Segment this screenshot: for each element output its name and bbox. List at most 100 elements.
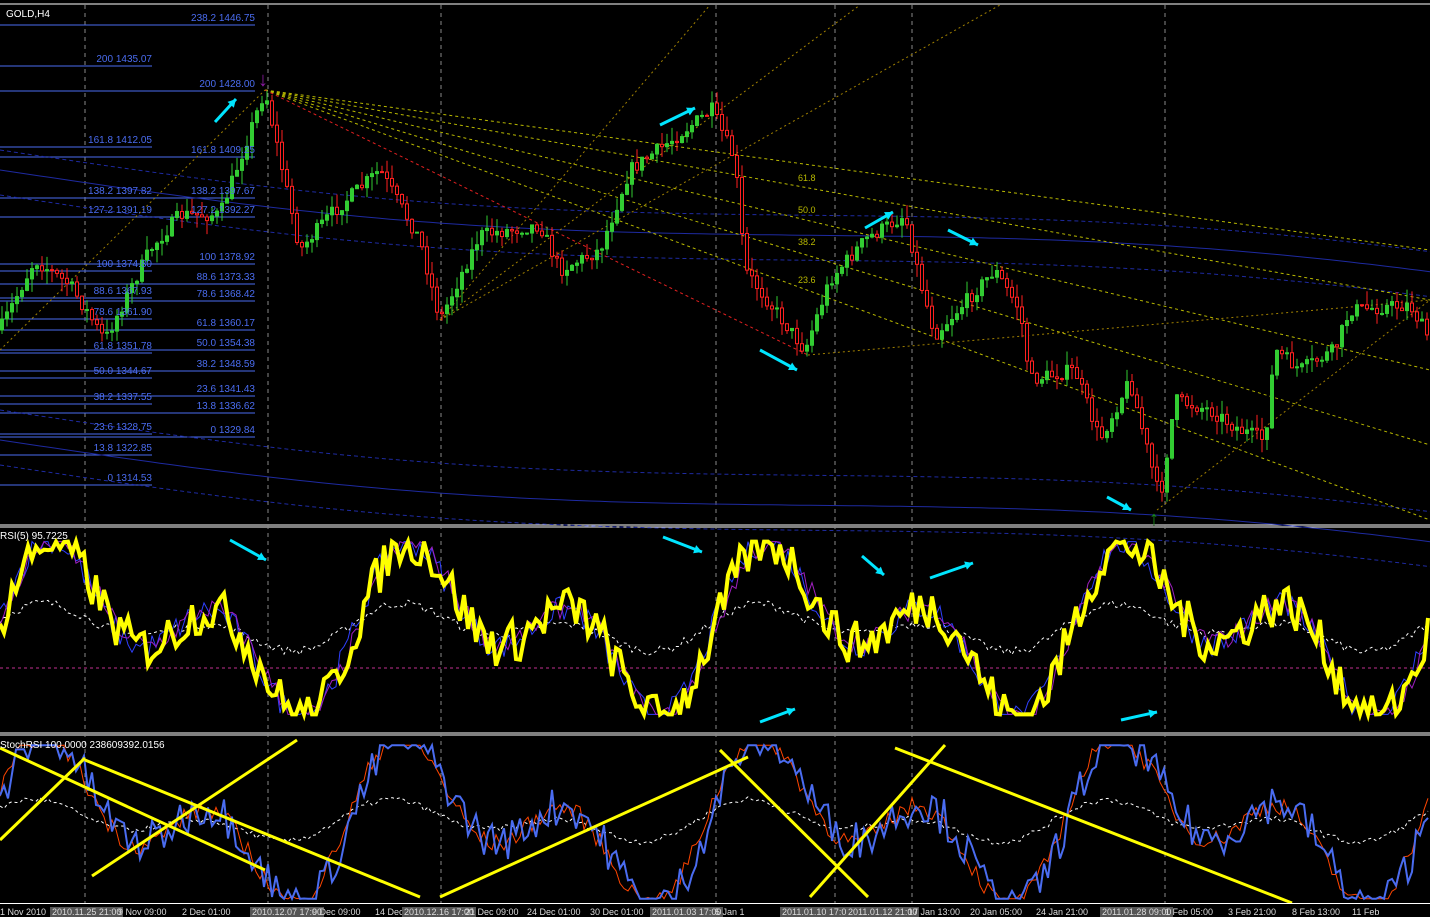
bear-candle [180,211,184,219]
bull-candle [170,216,174,237]
bull-candle [1220,413,1224,422]
bull-candle [1040,379,1044,384]
bear-candle [1140,407,1144,430]
bull-candle [145,249,149,261]
bear-candle [765,296,769,307]
bear-candle [1335,344,1339,348]
fib-label: 38.2 1337.55 [93,392,152,403]
fib-label: 50.0 1344.67 [93,366,152,377]
fib-label: 100 1374.80 [96,259,152,270]
time-axis-label: 5 Jan 1 [715,907,745,917]
bull-candle [120,311,124,317]
bear-candle [1225,413,1229,425]
bear-candle [1190,405,1194,409]
bull-candle [1200,407,1204,412]
bear-candle [795,327,799,345]
bull-candle [860,238,864,248]
bull-candle [1330,344,1334,353]
bear-candle [400,193,404,205]
bull-candle [265,100,269,105]
arrow-head-icon [1122,502,1131,511]
bull-candle [465,268,469,273]
bull-candle [505,229,509,238]
bull-candle [625,183,629,195]
trend-fan-line [0,89,266,351]
bull-candle [845,254,849,268]
bull-candle [110,330,114,333]
bull-candle [70,281,74,285]
bull-candle [650,153,654,160]
time-axis-label: 17 Jan 13:00 [908,907,961,917]
bear-candle [970,293,974,303]
bull-candle [830,283,834,286]
bear-candle [1075,367,1079,380]
bear-candle [660,143,664,148]
bull-candle [655,143,659,155]
bear-candle [785,323,789,332]
envelope-band [0,169,1430,273]
bear-candle [1055,376,1059,380]
bear-candle [535,224,539,232]
bear-candle [1290,352,1294,369]
time-axis-label: 2011.01.28 09:00 [1100,907,1174,917]
bear-candle [1395,301,1399,309]
time-axis-label: 2011.01.03 17:00 [650,907,724,917]
bull-candle [260,103,264,112]
bull-candle [130,283,134,294]
bull-candle [460,271,464,290]
bull-candle [135,280,139,285]
bull-candle [1355,304,1359,317]
bull-candle [525,232,529,235]
bull-candle [495,230,499,236]
bear-candle [1150,443,1154,468]
bear-candle [65,277,69,285]
bull-candle [630,162,634,185]
bear-candle [80,295,84,311]
bull-candle [995,269,999,278]
bull-candle [15,296,19,305]
rsi-fast-line [0,540,1429,716]
bear-candle [715,102,719,115]
bull-candle [1250,427,1254,431]
bull-candle [115,315,119,332]
bear-candle [540,230,544,237]
time-axis-label: 24 Jan 21:00 [1036,907,1089,917]
bear-candle [190,210,194,214]
bull-candle [1065,364,1069,380]
fibonacci-fan-line [264,89,1430,371]
bull-candle [790,327,794,332]
fib-label: 127.2 1392.27 [191,205,255,216]
bull-candle [940,330,944,340]
bull-candle [565,269,569,276]
bull-candle [835,272,839,285]
bull-candle [820,304,824,316]
bear-candle [50,269,54,272]
bear-candle [435,286,439,313]
bear-candle [760,287,764,298]
bull-candle [985,277,989,281]
bear-candle [910,224,914,253]
bull-candle [230,175,234,200]
bull-candle [685,131,689,138]
arrow-head-icon [788,362,797,371]
bull-candle [570,264,574,271]
envelope-band [0,439,1430,543]
bull-candle [1110,418,1114,432]
bear-candle [935,327,939,340]
bear-candle [390,177,394,187]
bull-candle [950,318,954,326]
fib-label: 138.2 1397.67 [191,186,255,197]
bull-candle [965,293,969,309]
bull-candle [355,184,359,190]
bull-candle [1265,427,1269,440]
bear-candle [1020,306,1024,324]
fib-label: 238.2 1446.75 [191,13,255,24]
bear-candle [720,113,724,131]
bear-candle [1015,296,1019,308]
fib-label: 127.2 1391.19 [88,205,152,216]
bear-candle [800,343,804,352]
bull-candle [315,223,319,241]
bull-candle [1205,407,1209,410]
bull-candle [150,249,154,252]
